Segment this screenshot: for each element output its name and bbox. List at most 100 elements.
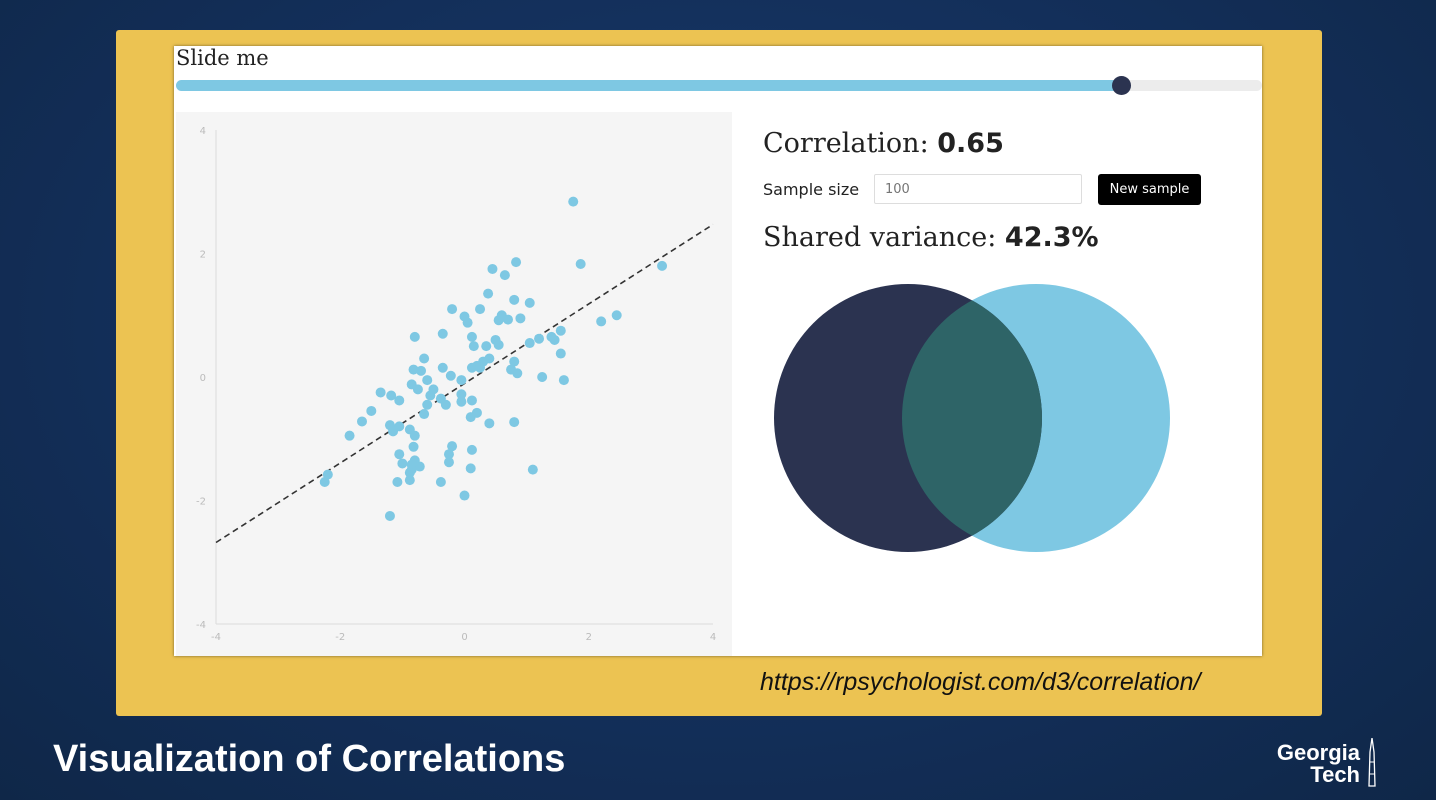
data-point (419, 409, 430, 420)
data-point (524, 297, 535, 308)
data-point (388, 426, 399, 437)
data-point (356, 416, 367, 427)
correlation-slider[interactable] (176, 76, 1262, 95)
y-tick-label: -4 (196, 620, 206, 631)
data-point (515, 313, 526, 324)
x-tick-label: 4 (710, 632, 716, 643)
embedded-web-screenshot: Slide me -4 -2 0 2 4 4 2 0 -2 -4 Correlation: 0.6… (174, 46, 1262, 656)
data-point (475, 362, 486, 373)
data-point (366, 405, 377, 416)
data-point (443, 449, 454, 460)
venn-overlap (902, 284, 1042, 552)
data-point (456, 375, 467, 386)
y-tick-label: 2 (200, 250, 206, 261)
data-point (392, 476, 403, 487)
data-point (419, 353, 430, 364)
logo-line1: Georgia (1276, 740, 1360, 765)
data-point (412, 384, 423, 395)
data-point (435, 476, 446, 487)
data-point (481, 341, 492, 352)
data-point (319, 476, 330, 487)
data-point (509, 356, 520, 367)
data-point (447, 441, 458, 452)
shared-variance-readout: Shared variance: 42.3% (763, 222, 1099, 253)
data-point (409, 430, 420, 441)
data-point (466, 444, 477, 455)
y-tick-label: -2 (196, 497, 206, 508)
data-point (493, 315, 504, 326)
data-point (484, 418, 495, 429)
data-point (394, 395, 405, 406)
slider-thumb[interactable] (1111, 76, 1131, 95)
x-tick-label: -4 (211, 632, 221, 643)
data-point (414, 461, 425, 472)
scatter-plot-panel: -4 -2 0 2 4 4 2 0 -2 -4 (176, 112, 732, 656)
data-point (459, 490, 470, 501)
data-point (512, 368, 523, 379)
data-point (511, 257, 522, 268)
data-point (499, 270, 510, 281)
scatter-plot: -4 -2 0 2 4 4 2 0 -2 -4 (196, 126, 716, 643)
data-point (596, 316, 607, 327)
slider-fill (176, 80, 1121, 91)
data-point (509, 294, 520, 305)
data-point (440, 399, 451, 410)
x-tick-label: 2 (586, 632, 592, 643)
new-sample-button[interactable]: New sample (1098, 174, 1201, 205)
data-point (344, 430, 355, 441)
data-point (466, 395, 477, 406)
data-point (456, 389, 467, 400)
correlation-value: 0.65 (937, 128, 1004, 159)
data-point (437, 328, 448, 339)
data-point (568, 196, 579, 207)
data-point (527, 464, 538, 475)
data-point (611, 310, 622, 321)
data-point (483, 288, 494, 299)
x-tick-label: 0 (461, 632, 467, 643)
correlation-label: Correlation: (763, 128, 929, 159)
data-point (384, 510, 395, 521)
data-point (447, 304, 458, 315)
data-point (462, 317, 473, 328)
data-point (465, 463, 476, 474)
data-point (487, 263, 498, 274)
data-point (437, 362, 448, 373)
y-tick-label: 0 (200, 373, 206, 384)
data-point (493, 339, 504, 350)
data-point (386, 390, 397, 401)
data-point (404, 475, 415, 486)
data-point (558, 375, 569, 386)
data-point (475, 304, 486, 315)
data-point (524, 338, 535, 349)
data-point (456, 396, 467, 407)
data-point (466, 362, 477, 373)
data-point (397, 458, 408, 469)
data-point (575, 258, 586, 269)
data-point (465, 412, 476, 423)
data-point (443, 457, 454, 468)
venn-diagram (774, 284, 1170, 552)
shared-variance-label: Shared variance: (763, 222, 997, 253)
data-point (409, 331, 420, 342)
data-point (422, 375, 433, 386)
data-point (404, 467, 415, 478)
sample-size-input[interactable] (874, 174, 1082, 204)
data-point (468, 341, 479, 352)
data-point (537, 372, 548, 382)
tech-tower-icon (1368, 738, 1376, 787)
data-point (502, 314, 513, 325)
slider-label: Slide me (176, 46, 269, 70)
data-point (534, 333, 545, 344)
data-point (416, 365, 427, 376)
data-point (509, 417, 520, 428)
sample-size-label: Sample size (763, 180, 860, 199)
data-point (428, 384, 439, 395)
correlation-readout: Correlation: 0.65 (763, 128, 1004, 159)
data-point (375, 387, 386, 398)
data-point (445, 370, 456, 381)
shared-variance-value: 42.3% (1004, 222, 1099, 253)
data-point (408, 441, 419, 452)
data-point (422, 399, 433, 410)
data-point (555, 348, 566, 359)
source-url[interactable]: https://rpsychologist.com/d3/correlation… (760, 668, 1201, 696)
